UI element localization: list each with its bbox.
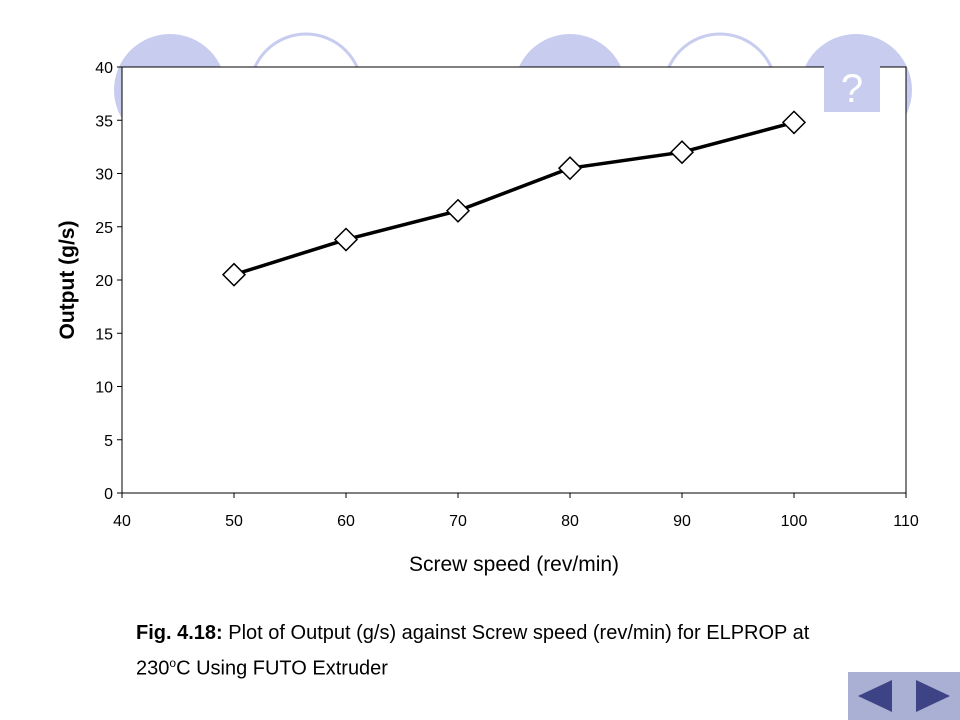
- data-point-marker: [781, 110, 807, 135]
- y-tick-label: 25: [95, 220, 113, 237]
- y-tick-label: 40: [95, 60, 113, 77]
- previous-button[interactable]: [848, 672, 904, 720]
- next-button[interactable]: [904, 672, 960, 720]
- y-tick-label: 30: [95, 167, 113, 184]
- x-axis: 40 50 60 70 80 90 100 110: [113, 493, 919, 530]
- navigation-bar: [848, 672, 960, 720]
- y-tick-label: 35: [95, 113, 113, 130]
- y-tick-label: 0: [104, 486, 113, 503]
- degree-symbol: o: [169, 656, 177, 670]
- figure-label: Fig. 4.18:: [136, 622, 223, 644]
- y-axis: 0 5 10 15 20 25 30 35 40: [95, 60, 122, 503]
- data-point-marker: [557, 156, 583, 181]
- y-axis-label: Output (g/s): [56, 221, 79, 340]
- x-tick-label: 70: [449, 513, 467, 530]
- x-axis-label: Screw speed (rev/min): [409, 553, 619, 576]
- x-tick-label: 90: [673, 513, 691, 530]
- caption-line-2: 230oC Using FUTO Extruder: [136, 648, 856, 684]
- x-tick-label: 80: [561, 513, 579, 530]
- caption-text: Plot of Output (g/s) against Screw speed…: [228, 622, 810, 644]
- caption-text-2: C Using FUTO Extruder: [176, 657, 388, 680]
- caption-line-1: Fig. 4.18: Plot of Output (g/s) against …: [136, 618, 856, 648]
- series-layer: [221, 110, 807, 287]
- y-tick-label: 15: [95, 326, 113, 343]
- data-point-marker: [333, 227, 359, 252]
- figure-caption: Fig. 4.18: Plot of Output (g/s) against …: [136, 618, 856, 684]
- x-tick-label: 100: [781, 513, 808, 530]
- help-button[interactable]: ?: [824, 66, 880, 112]
- data-point-marker: [221, 262, 247, 287]
- y-tick-label: 5: [104, 433, 113, 450]
- caption-temp-value: 230: [136, 657, 170, 680]
- x-tick-label: 50: [225, 513, 243, 530]
- y-tick-label: 20: [95, 273, 113, 290]
- x-tick-label: 60: [337, 513, 355, 530]
- x-tick-label: 110: [893, 513, 919, 530]
- triangle-left-icon: [858, 680, 892, 712]
- plot-area: [121, 66, 907, 494]
- data-point-marker: [669, 140, 695, 165]
- series-line: [233, 120, 795, 277]
- y-tick-label: 10: [95, 380, 113, 397]
- triangle-right-icon: [916, 680, 950, 712]
- data-point-marker: [445, 198, 471, 223]
- x-tick-label: 40: [113, 513, 131, 530]
